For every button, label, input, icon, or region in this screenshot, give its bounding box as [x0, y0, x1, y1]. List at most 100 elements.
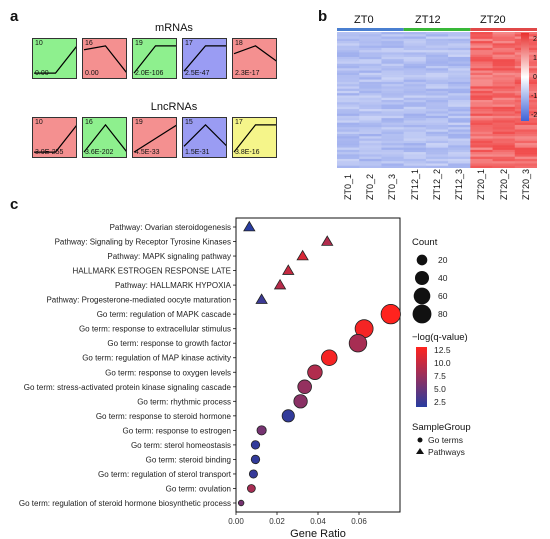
term-label: Go term: sterol homeostasis	[131, 441, 231, 450]
profile-line	[34, 125, 76, 153]
lncrna-title: LncRNAs	[150, 101, 198, 113]
tile-pvalue: 4.5E-33	[135, 149, 160, 156]
mrna-profile-tile: 18 2.3E-17	[232, 38, 277, 79]
count-legend-dot	[412, 304, 432, 324]
profile-line	[133, 45, 176, 74]
term-label: Go term: response to extracellular stimu…	[79, 325, 231, 334]
term-label: Go term: regulation of MAP kinase activi…	[82, 354, 231, 363]
tile-pvalue: 1.5E-31	[185, 149, 210, 156]
tile-pvalue: 3.8E-16	[235, 149, 260, 156]
panel-a-letter: a	[10, 8, 19, 25]
term-label: Pathway: Signaling by Receptor Tyrosine …	[55, 238, 231, 247]
heatmap-sample-label: ZT12_1	[409, 168, 420, 200]
q-legend-label: 2.5	[434, 397, 446, 407]
go-term-marker	[321, 349, 338, 366]
x-tick-label: 0.06	[351, 517, 367, 526]
group-legend-label: Pathways	[428, 447, 465, 457]
tile-count: 19	[135, 40, 143, 47]
mrna-profile-tile: 10 0.00	[32, 38, 77, 79]
go-term-marker	[237, 499, 245, 507]
go-term-marker	[247, 484, 256, 493]
heatmap-group-bar	[403, 28, 471, 31]
term-label: Go term: response to estrogen	[123, 426, 232, 435]
q-legend-label: 12.5	[434, 345, 451, 355]
lncrna-profile-tile: 17 3.8E-16	[232, 117, 277, 158]
heatmap-group-bar	[470, 28, 537, 31]
term-label: Go term: rhythmic process	[137, 397, 231, 406]
x-tick-label: 0.00	[228, 517, 244, 526]
x-tick-label: 0.04	[310, 517, 326, 526]
expression-heatmap	[337, 28, 537, 168]
profile-line	[233, 45, 276, 62]
q-legend-label: 10.0	[434, 358, 451, 368]
colorbar-tick: 2	[533, 36, 537, 43]
tile-pvalue: 2.0E-106	[135, 70, 164, 77]
panel-c-letter: c	[10, 196, 19, 213]
heatmap-sample-label: ZT20_2	[498, 168, 509, 200]
tile-pvalue: 3.6E-202	[85, 149, 114, 156]
group-legend-triangle	[416, 448, 424, 454]
lncrna-profile-tile: 10 3.9E-255	[32, 117, 77, 158]
count-legend-dot	[413, 287, 431, 305]
term-label: Go term: regulation of steroid hormone b…	[19, 499, 231, 508]
count-legend-label: 20	[438, 255, 448, 265]
profile-line	[133, 124, 176, 153]
count-legend-title: Count	[412, 237, 438, 248]
term-label: Go term: steroid binding	[146, 455, 231, 464]
plot-frame	[235, 217, 401, 513]
profile-line	[233, 124, 276, 153]
heatmap-group-bar	[337, 28, 404, 31]
go-term-marker	[256, 425, 267, 436]
term-label: Go term: regulation of sterol transport	[98, 470, 232, 479]
count-legend-dot	[416, 254, 428, 266]
heatmap-sample-label: ZT12_3	[454, 168, 465, 200]
tile-pvalue: 2.3E-17	[235, 70, 260, 77]
term-label: Go term: ovulation	[166, 484, 231, 493]
count-legend-dot	[414, 270, 430, 286]
profile-line	[34, 46, 76, 74]
group-legend-label: Go terms	[428, 435, 463, 445]
lncrna-profile-tile: 19 4.5E-33	[132, 117, 177, 158]
term-label: Go term: stress-activated protein kinase…	[24, 383, 232, 392]
term-label: Pathway: MAPK signaling pathway	[107, 252, 231, 261]
go-term-marker	[348, 334, 368, 353]
tile-count: 15	[185, 119, 193, 126]
term-label: Pathway: Ovarian steroidogenesis	[110, 223, 231, 232]
pathway-marker	[282, 264, 295, 275]
go-term-marker	[281, 409, 295, 423]
tile-pvalue: 0.00	[85, 70, 99, 77]
heatmap-sample-label: ZT20_1	[476, 168, 487, 200]
heatmap-sample-label: ZT20_3	[520, 168, 531, 200]
heatmap-sample-label: ZT12_2	[431, 168, 442, 200]
pathway-marker	[255, 293, 268, 304]
term-label: Go term: regulation of MAPK cascade	[97, 310, 232, 319]
tile-count: 18	[235, 40, 243, 47]
tile-count: 10	[35, 119, 43, 126]
panel-b-letter: b	[318, 8, 328, 25]
heatmap-colorbar	[521, 33, 529, 121]
count-legend-label: 40	[438, 273, 448, 283]
colorbar-tick: 0	[533, 74, 537, 81]
go-term-marker	[293, 394, 308, 409]
heatmap-sample-label: ZT0_1	[343, 173, 353, 200]
go-term-marker	[248, 469, 258, 479]
x-axis-label: Gene Ratio	[290, 528, 346, 539]
go-term-marker	[380, 304, 401, 325]
pathway-marker	[321, 235, 334, 246]
tile-pvalue: 2.5E-47	[185, 70, 210, 77]
pathway-marker	[296, 249, 309, 261]
x-tick-label: 0.02	[269, 517, 285, 526]
heatmap-group-label: ZT12	[415, 14, 441, 26]
term-label: Pathway: HALLMARK HYPOXIA	[115, 281, 232, 290]
heatmap-sample-label: ZT0_3	[387, 173, 398, 200]
tile-count: 10	[35, 40, 43, 47]
go-term-marker	[307, 364, 323, 380]
colorbar-tick: 1	[533, 55, 537, 62]
pathway-marker	[273, 278, 287, 290]
go-term-marker	[250, 440, 261, 450]
term-label: Go term: response to steroid hormone	[96, 412, 232, 421]
group-legend-circle	[417, 437, 423, 443]
mrna-profile-tile: 19 2.0E-106	[132, 38, 177, 79]
term-label: Go term: response to growth factor	[107, 339, 231, 348]
tile-count: 19	[135, 119, 143, 126]
